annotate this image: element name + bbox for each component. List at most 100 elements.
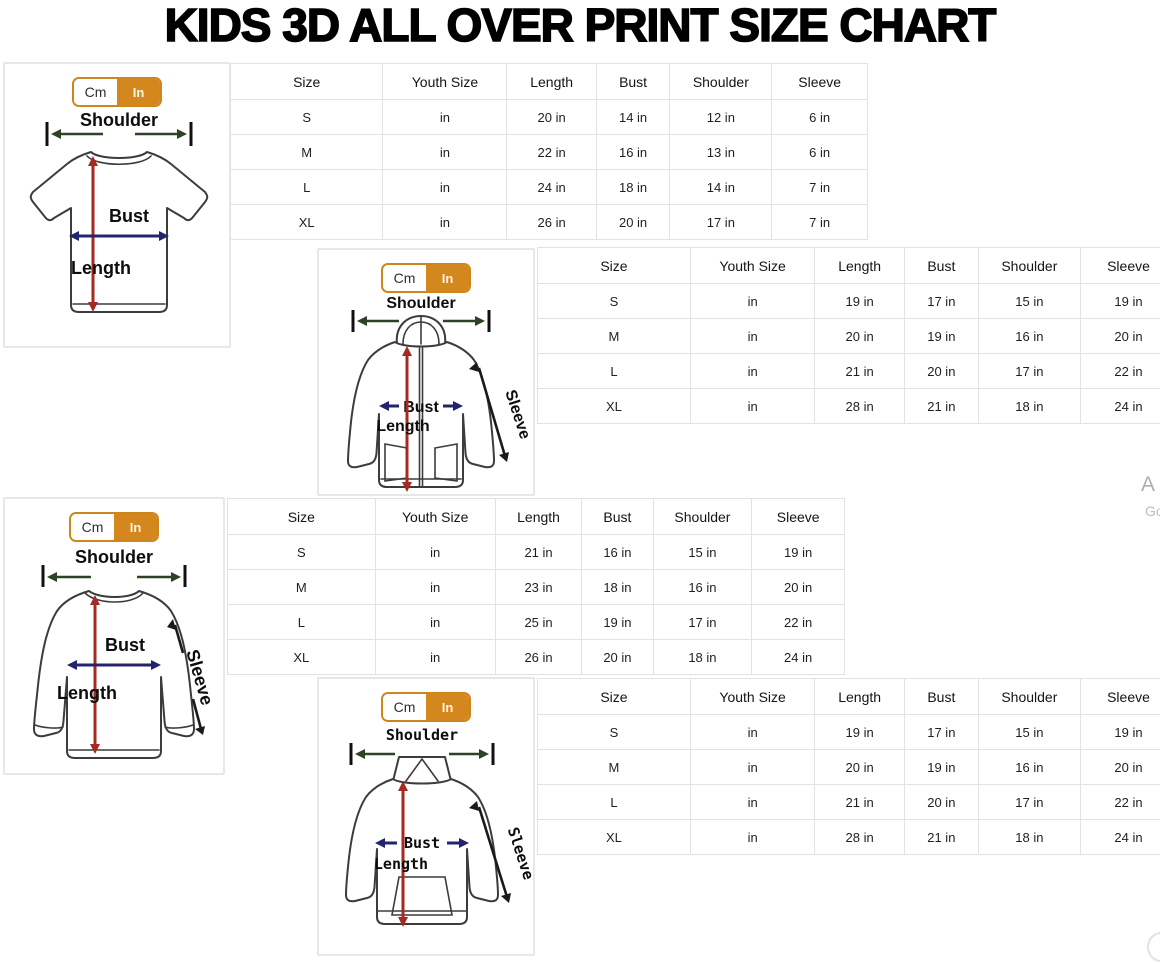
table-cell: in bbox=[374, 569, 496, 605]
table-cell: 19 in bbox=[903, 318, 979, 354]
table-header-row: Size Youth Size Length Bust Shoulder Sleeve bbox=[229, 63, 868, 100]
table-cell: 18 in bbox=[652, 639, 753, 675]
column-header: Shoulder bbox=[977, 678, 1082, 715]
tshirt-diagram-panel: Cm In Shoulder Bust Length bbox=[3, 62, 231, 348]
table-cell: 18 in bbox=[977, 819, 1082, 855]
table-cell: 28 in bbox=[814, 388, 905, 424]
table-cell: in bbox=[689, 318, 816, 354]
unit-toggle-in-button[interactable]: In bbox=[426, 265, 469, 291]
column-header: Sleeve bbox=[1080, 247, 1160, 284]
table-cell: L bbox=[537, 784, 691, 820]
table-cell: 21 in bbox=[814, 353, 905, 389]
column-header: Youth Size bbox=[374, 498, 496, 535]
table-cell: XL bbox=[229, 204, 384, 240]
table-cell: 22 in bbox=[751, 604, 845, 640]
unit-toggle-cm-button[interactable]: Cm bbox=[383, 694, 426, 720]
table-cell: M bbox=[227, 569, 376, 605]
table-cell: 15 in bbox=[977, 714, 1082, 750]
table-cell: in bbox=[382, 169, 508, 205]
table-cell: in bbox=[374, 639, 496, 675]
clipped-edge-text-bottom: Go bbox=[1145, 503, 1160, 519]
long-sleeve-diagram: Shoulder Length Bust Sleeve bbox=[33, 547, 217, 759]
table-cell: in bbox=[689, 819, 816, 855]
tshirt-size-table: Size Youth Size Length Bust Shoulder Sleeve S… bbox=[229, 63, 868, 240]
length-label: Length bbox=[71, 258, 131, 278]
sleeve-label: Sleeve bbox=[504, 825, 533, 882]
table-header-row: Size Youth Size Length Bust Shoulder Sleeve bbox=[227, 498, 845, 535]
table-cell: 19 in bbox=[1080, 283, 1160, 319]
table-cell: 17 in bbox=[903, 283, 979, 319]
unit-toggle-in-button[interactable]: In bbox=[426, 694, 469, 720]
table-cell: 18 in bbox=[581, 569, 654, 605]
table-cell: 7 in bbox=[771, 204, 868, 240]
clipped-edge-text-top: A bbox=[1141, 473, 1156, 496]
bust-label: Bust bbox=[109, 206, 149, 226]
table-cell: 20 in bbox=[595, 204, 671, 240]
column-header: Size bbox=[537, 247, 691, 284]
zip-hoodie-diagram: Shoulder Bust Length Sleeve bbox=[347, 295, 533, 492]
table-cell: 24 in bbox=[1080, 819, 1160, 855]
table-cell: 16 in bbox=[581, 534, 654, 570]
shoulder-label: Shoulder bbox=[75, 547, 153, 567]
table-cell: 21 in bbox=[903, 388, 979, 424]
table-cell: in bbox=[689, 283, 816, 319]
column-header: Sleeve bbox=[1080, 678, 1160, 715]
long-sleeve-diagram-panel: Cm In Shoulder Length Bust bbox=[3, 497, 225, 775]
unit-toggle-cm-button[interactable]: Cm bbox=[383, 265, 426, 291]
table-cell: in bbox=[382, 204, 508, 240]
column-header: Youth Size bbox=[382, 63, 508, 100]
zip-hoodie-diagram-panel: Cm In Shoulder Bust Length bbox=[317, 248, 535, 496]
shoulder-label: Shoulder bbox=[386, 295, 455, 312]
table-cell: 21 in bbox=[494, 534, 583, 570]
column-header: Shoulder bbox=[652, 498, 753, 535]
column-header: Sleeve bbox=[751, 498, 845, 535]
table-cell: 21 in bbox=[814, 784, 905, 820]
table-cell: 19 in bbox=[751, 534, 845, 570]
column-header: Size bbox=[537, 678, 691, 715]
unit-toggle-cm-button[interactable]: Cm bbox=[71, 514, 114, 540]
table-cell: 19 in bbox=[814, 283, 905, 319]
table-cell: 24 in bbox=[1080, 388, 1160, 424]
table-cell: M bbox=[229, 134, 384, 170]
pullover-hoodie-diagram: Shoulder Bust Length Sleeve bbox=[345, 726, 533, 927]
unit-toggle-cm-button[interactable]: Cm bbox=[74, 79, 117, 105]
unit-toggle: Cm In bbox=[72, 77, 162, 107]
column-header: Length bbox=[494, 498, 583, 535]
column-header: Bust bbox=[581, 498, 654, 535]
table-cell: 6 in bbox=[771, 134, 868, 170]
table-header-row: Size Youth Size Length Bust Shoulder Sleeve bbox=[537, 678, 1160, 715]
table-cell: in bbox=[689, 388, 816, 424]
unit-toggle-in-button[interactable]: In bbox=[114, 514, 157, 540]
table-cell: 17 in bbox=[652, 604, 753, 640]
table-cell: 20 in bbox=[751, 569, 845, 605]
table-cell: 15 in bbox=[652, 534, 753, 570]
column-header: Youth Size bbox=[689, 678, 816, 715]
table-cell: 17 in bbox=[669, 204, 773, 240]
bust-label: Bust bbox=[105, 635, 145, 655]
column-header: Shoulder bbox=[669, 63, 773, 100]
table-cell: 22 in bbox=[506, 134, 597, 170]
unit-toggle-in-button[interactable]: In bbox=[117, 79, 160, 105]
table-cell: 19 in bbox=[581, 604, 654, 640]
table-cell: 16 in bbox=[977, 318, 1082, 354]
table-cell: 17 in bbox=[977, 784, 1082, 820]
table-row: XL in 28 in 21 in 18 in 24 in bbox=[537, 819, 1160, 855]
table-cell: 20 in bbox=[506, 99, 597, 135]
clipped-edge-circle bbox=[1147, 932, 1160, 962]
table-row: XL in 26 in 20 in 18 in 24 in bbox=[227, 639, 845, 675]
sleeve-label: Sleeve bbox=[501, 388, 533, 442]
column-header: Size bbox=[227, 498, 376, 535]
bust-label: Bust bbox=[403, 399, 439, 416]
column-header: Shoulder bbox=[977, 247, 1082, 284]
table-cell: 7 in bbox=[771, 169, 868, 205]
